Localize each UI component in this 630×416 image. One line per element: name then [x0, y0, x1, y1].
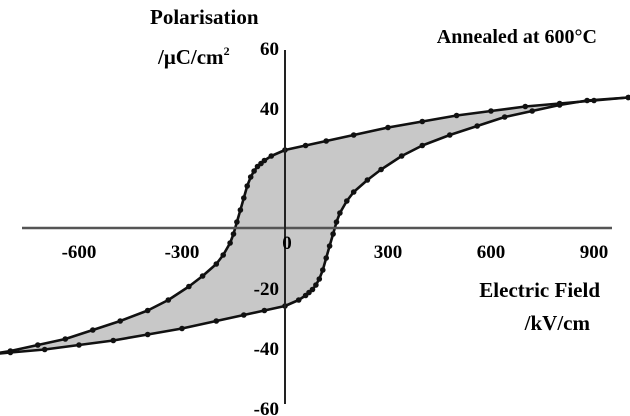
- x-axis-label-line1: Electric Field: [479, 278, 600, 302]
- y-tick-label: 60: [260, 39, 279, 60]
- data-point-lower: [179, 325, 185, 332]
- data-point-lower: [419, 142, 426, 149]
- data-point-upper: [251, 168, 257, 174]
- data-point-upper: [227, 240, 233, 246]
- data-point-lower: [326, 243, 333, 249]
- x-tick-label: 600: [477, 242, 506, 263]
- data-point-upper: [453, 112, 460, 119]
- data-point-upper: [62, 336, 69, 342]
- data-point-upper: [230, 231, 237, 237]
- data-point-lower: [261, 307, 268, 314]
- data-point-upper: [237, 207, 244, 213]
- y-axis-label-sup: 2: [224, 44, 230, 58]
- data-point-lower: [584, 97, 590, 104]
- y-tick-label: -20: [254, 279, 279, 300]
- data-point-lower: [76, 342, 82, 348]
- data-point-lower: [313, 282, 319, 288]
- data-point-lower: [330, 231, 336, 237]
- y-axis-label-line2: /μC/cm2: [157, 44, 230, 69]
- y-tick-label: -40: [254, 339, 279, 360]
- plot-layer: [0, 94, 630, 356]
- x-tick-label: 900: [580, 242, 609, 263]
- data-point-lower: [333, 219, 340, 225]
- data-point-lower: [398, 153, 405, 159]
- data-point-lower: [337, 210, 343, 216]
- data-point-lower: [213, 318, 220, 324]
- data-point-upper: [302, 142, 309, 149]
- data-point-upper: [385, 124, 391, 131]
- data-point-lower: [241, 312, 247, 318]
- x-tick-label: 0: [282, 233, 292, 254]
- data-point-lower: [474, 123, 481, 129]
- data-point-upper: [186, 283, 192, 290]
- hysteresis-fill: [0, 97, 629, 354]
- y-axis-label-line1: Polarisation: [150, 5, 259, 29]
- data-point-lower: [529, 108, 535, 114]
- data-point-upper: [241, 195, 247, 201]
- x-tick-label: 300: [374, 242, 403, 263]
- data-point-lower: [320, 267, 326, 273]
- data-point-lower: [144, 331, 151, 338]
- data-point-upper: [244, 183, 250, 189]
- data-point-lower: [295, 297, 302, 303]
- data-point-upper: [213, 261, 220, 267]
- data-point-upper: [117, 318, 123, 324]
- data-point-upper: [350, 132, 357, 138]
- data-point-lower: [378, 166, 384, 173]
- data-point-lower: [110, 337, 117, 344]
- data-point-upper: [220, 252, 226, 258]
- data-point-upper: [199, 273, 206, 279]
- data-point-lower: [364, 177, 371, 183]
- x-tick-label: -300: [165, 242, 200, 263]
- y-tick-label: -60: [254, 399, 279, 416]
- y-axis-label-unit: /μC/cm: [157, 45, 224, 69]
- data-point-upper: [419, 118, 426, 125]
- data-point-upper: [323, 138, 330, 144]
- data-point-lower: [316, 276, 323, 282]
- data-point-upper: [261, 157, 268, 164]
- data-point-lower: [7, 349, 14, 356]
- data-point-lower: [323, 255, 330, 261]
- data-point-upper: [35, 342, 41, 348]
- x-axis-label-line2: /kV/cm: [524, 311, 591, 335]
- x-tick-label: -600: [62, 242, 97, 263]
- chart-title: Annealed at 600°C: [437, 26, 597, 48]
- data-point-upper: [165, 297, 172, 303]
- y-tick-label: 40: [260, 99, 279, 120]
- data-point-lower: [350, 189, 357, 195]
- data-point-lower: [41, 346, 48, 353]
- data-point-upper: [247, 174, 254, 180]
- data-point-upper: [268, 153, 275, 159]
- data-point-lower: [556, 102, 563, 108]
- data-point-upper: [488, 108, 494, 114]
- data-point-lower: [501, 114, 508, 120]
- data-point-upper: [90, 327, 96, 333]
- data-point-lower: [309, 286, 316, 293]
- data-point-lower: [344, 198, 350, 204]
- data-point-upper: [144, 307, 151, 314]
- data-point-lower: [625, 94, 630, 101]
- data-point-upper: [522, 103, 529, 110]
- data-point-lower: [447, 132, 453, 138]
- data-point-upper: [234, 219, 240, 225]
